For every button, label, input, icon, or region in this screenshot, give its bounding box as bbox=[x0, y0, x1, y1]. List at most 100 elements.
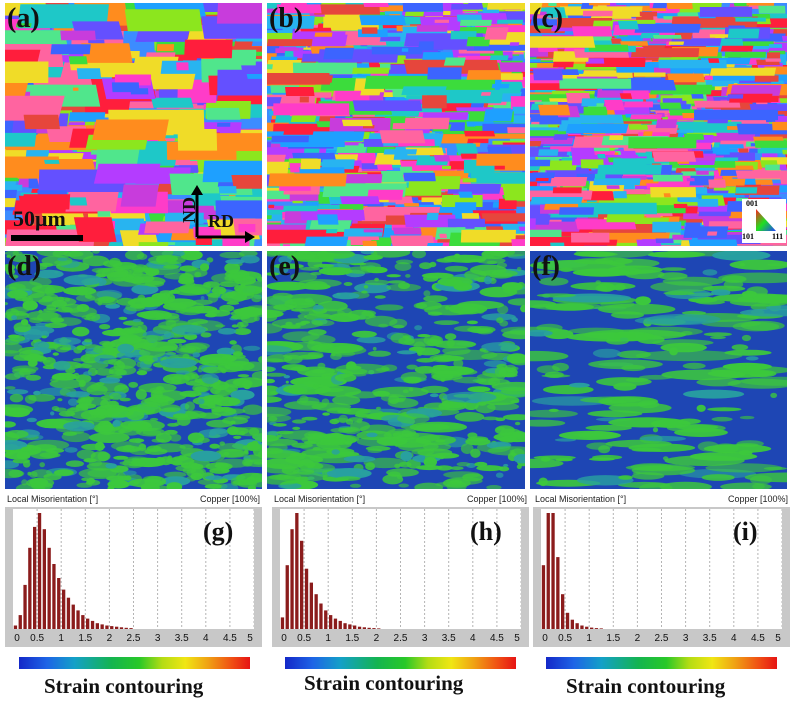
histogram-bar bbox=[28, 547, 32, 629]
histogram-bar bbox=[551, 513, 555, 629]
ipf-key-111: 111 bbox=[772, 232, 784, 241]
kam-map-f: (f) bbox=[530, 251, 787, 489]
histogram-bar bbox=[71, 604, 75, 629]
x-tick-label: 5 bbox=[514, 633, 520, 644]
x-tick-label: 4.5 bbox=[223, 633, 237, 644]
x-tick-label: 3 bbox=[683, 633, 689, 644]
x-tick-label: 3.5 bbox=[442, 633, 456, 644]
histogram-bar bbox=[348, 624, 352, 629]
x-tick-label: 2 bbox=[374, 633, 380, 644]
hist-title: Local Misorientation [°] bbox=[7, 494, 99, 504]
histogram-bar bbox=[324, 610, 328, 629]
histogram-bar bbox=[594, 628, 599, 629]
rd-axis-label: RD bbox=[208, 211, 234, 231]
histogram-bar bbox=[300, 540, 304, 629]
histogram-bar bbox=[110, 626, 114, 629]
histogram-bar bbox=[13, 625, 18, 629]
x-tick-label: 2.5 bbox=[655, 633, 669, 644]
hist-phase: Copper [100%] bbox=[199, 494, 260, 504]
x-tick-label: 0.5 bbox=[558, 633, 572, 644]
histogram-bar bbox=[599, 628, 603, 629]
scale-bar-label: 50μm bbox=[13, 206, 66, 231]
x-tick-label: 5 bbox=[775, 633, 781, 644]
x-tick-label: 3 bbox=[422, 633, 428, 644]
histogram-bar bbox=[90, 620, 95, 629]
x-tick-label: 3.5 bbox=[175, 633, 189, 644]
histogram-bar bbox=[129, 628, 133, 629]
histogram-bar bbox=[353, 625, 357, 629]
histogram-bar bbox=[280, 617, 285, 629]
kam-map-d: (d) bbox=[5, 251, 262, 489]
histogram-bar bbox=[295, 513, 299, 629]
x-tick-label: 0 bbox=[281, 633, 287, 644]
ipf-key-101: 101 bbox=[742, 232, 754, 241]
x-tick-label: 1.5 bbox=[78, 633, 92, 644]
histogram-bar bbox=[546, 513, 550, 629]
histogram-bar bbox=[580, 625, 584, 629]
x-tick-label: 1.5 bbox=[345, 633, 359, 644]
x-tick-label: 2 bbox=[107, 633, 113, 644]
x-tick-label: 3.5 bbox=[703, 633, 717, 644]
histogram-bar bbox=[585, 626, 589, 629]
histogram-bar bbox=[309, 582, 313, 629]
x-tick-label: 4 bbox=[731, 633, 737, 644]
histogram-bar bbox=[119, 627, 124, 629]
histogram-bar bbox=[62, 589, 66, 629]
x-tick-label: 2.5 bbox=[394, 633, 408, 644]
x-tick-label: 0 bbox=[14, 633, 20, 644]
hist-title: Local Misorientation [°] bbox=[274, 494, 366, 504]
ipf-triangle-icon bbox=[756, 209, 776, 231]
x-tick-label: 0 bbox=[542, 633, 548, 644]
histogram-bar bbox=[76, 610, 80, 629]
histogram-bar bbox=[367, 627, 371, 629]
x-tick-label: 1 bbox=[325, 633, 331, 644]
panel-label-h: (h) bbox=[470, 517, 502, 546]
colorbar-title-i: Strain contouring bbox=[566, 674, 726, 698]
strain-colorbar-h bbox=[285, 657, 516, 669]
histogram-bar bbox=[377, 628, 381, 629]
histogram-bar bbox=[333, 618, 338, 629]
strain-colorbar-i bbox=[546, 657, 777, 669]
histogram-bar bbox=[319, 603, 323, 629]
panel-label-f: (f) bbox=[532, 251, 560, 282]
panel-label-i: (i) bbox=[733, 517, 758, 546]
histogram-bar bbox=[42, 529, 46, 629]
x-tick-label: 1 bbox=[58, 633, 64, 644]
histogram-bar bbox=[590, 627, 594, 629]
histogram-bar bbox=[556, 557, 560, 629]
histogram-bar bbox=[343, 623, 347, 629]
panel-label-d: (d) bbox=[7, 251, 42, 282]
ipf-color-key: 001 101 111 bbox=[742, 199, 786, 243]
panel-label-g: (g) bbox=[203, 517, 234, 546]
rd-nd-axes-icon bbox=[191, 185, 255, 243]
x-tick-label: 0.5 bbox=[297, 633, 311, 644]
colorbar-title-h: Strain contouring bbox=[304, 671, 464, 695]
hist-title: Local Misorientation [°] bbox=[535, 494, 627, 504]
panel-label-b: (b) bbox=[269, 3, 304, 34]
histogram-bar bbox=[575, 623, 579, 629]
x-tick-label: 3 bbox=[155, 633, 161, 644]
histogram-bar bbox=[105, 625, 109, 629]
histogram-bar bbox=[37, 513, 42, 629]
histogram-bar bbox=[124, 627, 128, 629]
nd-axis-label: ND bbox=[179, 197, 199, 223]
histogram-bar bbox=[304, 568, 309, 629]
histogram-bar bbox=[57, 578, 61, 629]
histogram-bar bbox=[23, 584, 27, 629]
histogram-bar bbox=[18, 615, 22, 629]
kam-map-e: (e) bbox=[267, 251, 525, 489]
histogram-bar bbox=[52, 564, 56, 629]
x-tick-label: 4.5 bbox=[751, 633, 765, 644]
histogram-bar bbox=[357, 626, 362, 629]
histogram-bar bbox=[314, 594, 318, 629]
x-tick-label: 5 bbox=[247, 633, 253, 644]
strain-colorbar-g bbox=[19, 657, 250, 669]
histogram-bar bbox=[290, 529, 294, 629]
x-tick-label: 1.5 bbox=[606, 633, 620, 644]
x-tick-label: 4.5 bbox=[490, 633, 504, 644]
histogram-bar bbox=[33, 526, 37, 629]
histogram-bar bbox=[565, 612, 570, 629]
